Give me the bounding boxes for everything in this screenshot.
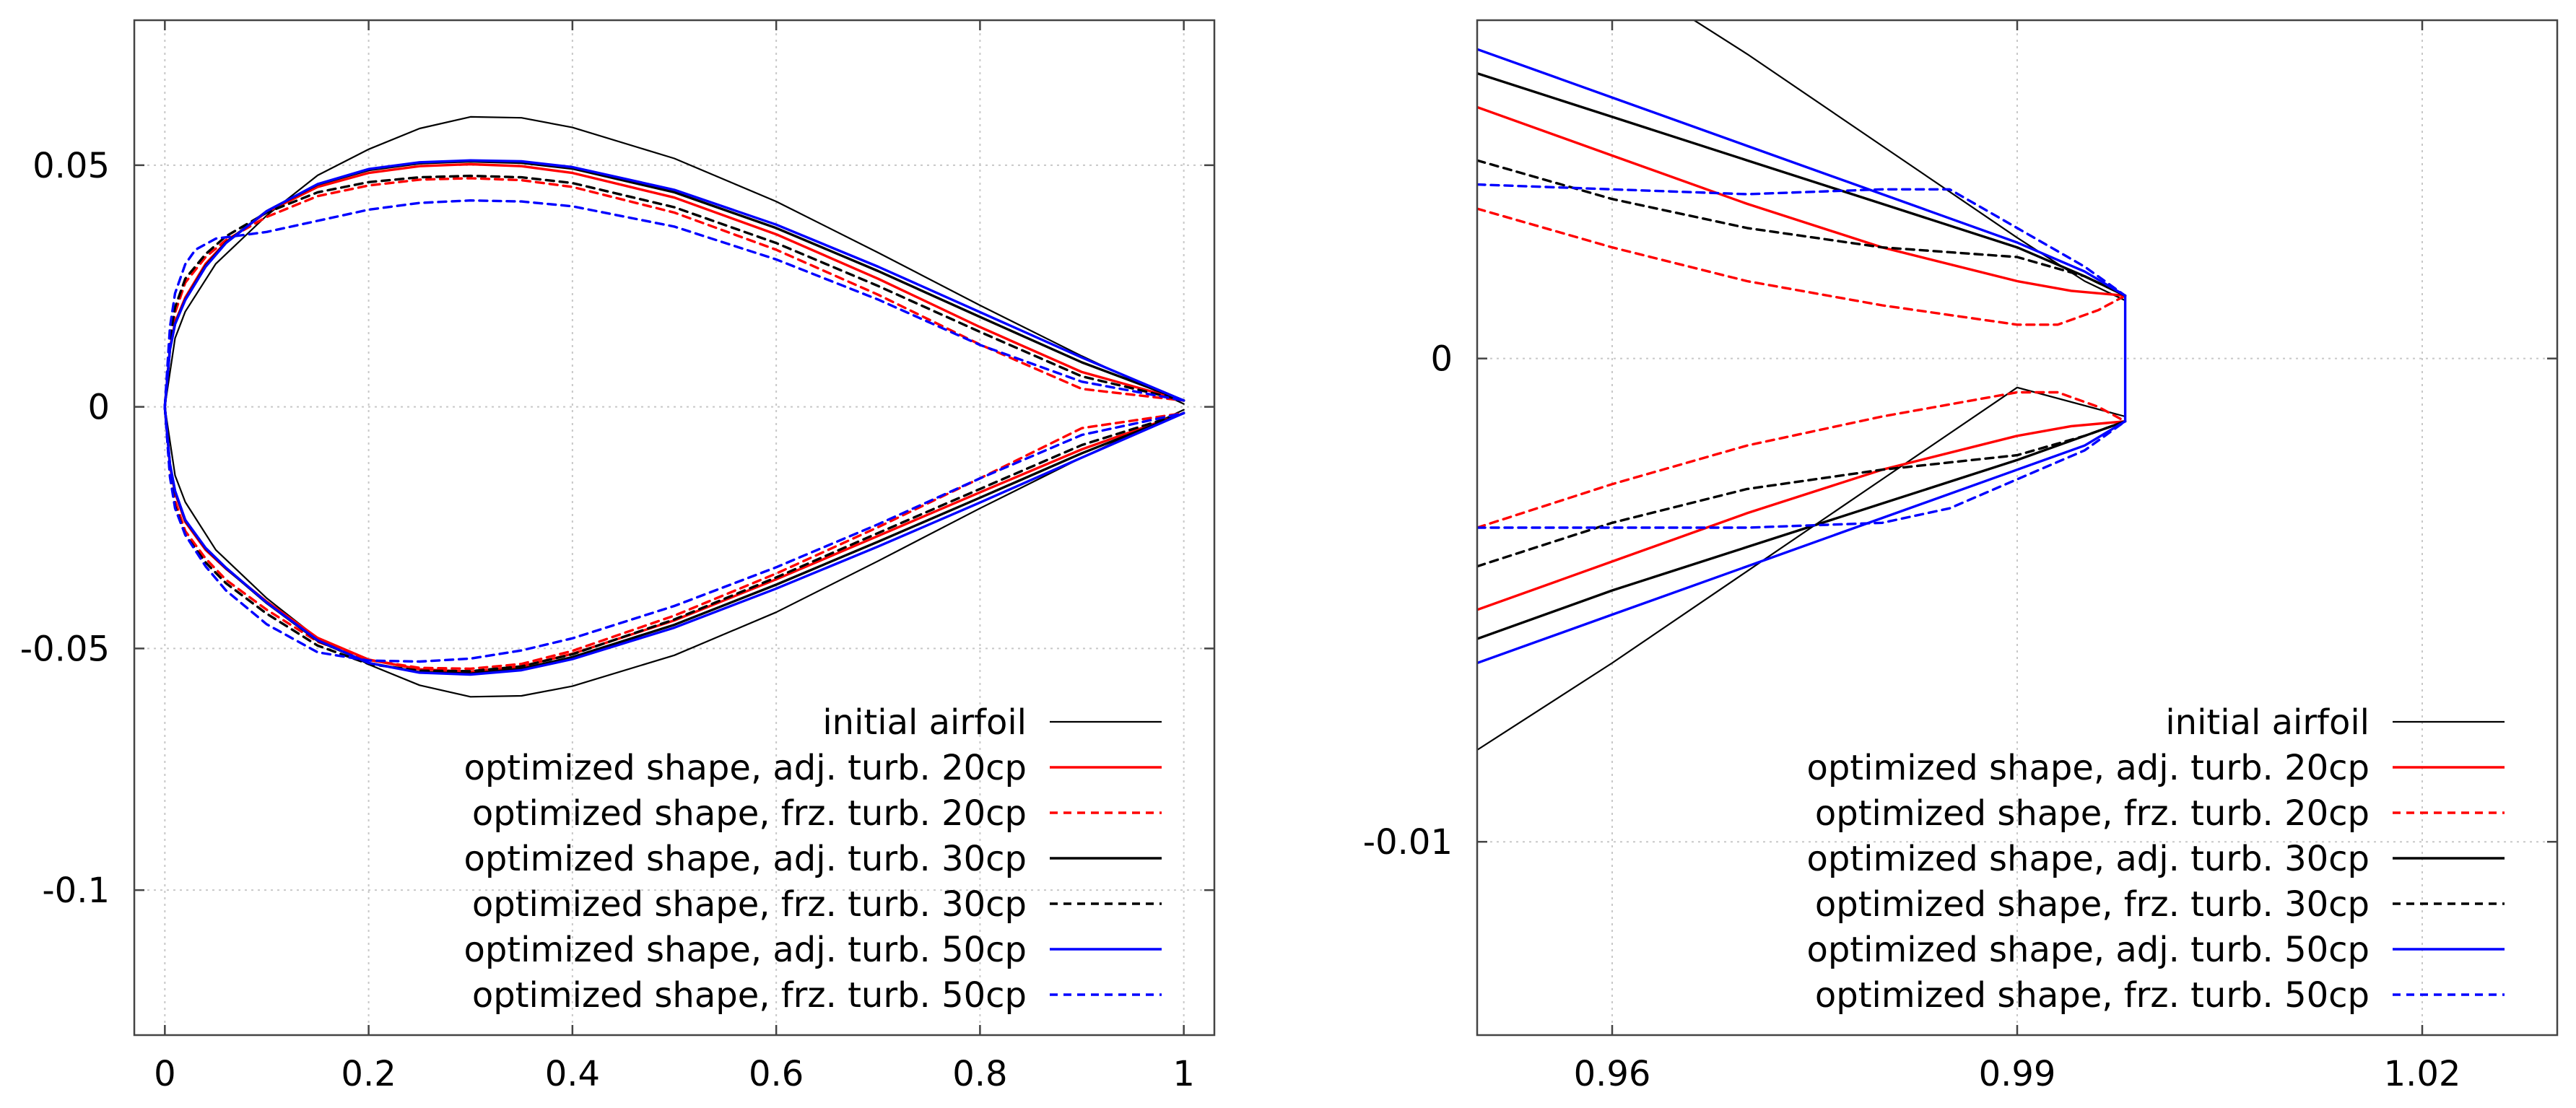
y-tick-label-0-05: 0.05 — [32, 146, 110, 186]
legend-label-optimized-shape-adj-turb-30cp: optimized shape, adj. turb. 30cp — [464, 839, 1027, 879]
series-optimized-shape-frz-turb-50cp-upper-surface — [163, 199, 1185, 409]
series-initial-airfoil-upper-surface — [164, 115, 1185, 408]
series-optimized-shape-frz-turb-30cp-upper-surface — [1477, 159, 2127, 297]
legend-label-optimized-shape-frz-turb-20cp: optimized shape, frz. turb. 20cp — [472, 793, 1027, 834]
series-optimized-shape-frz-turb-20cp-upper-surface — [163, 177, 1185, 409]
legend-label-optimized-shape-adj-turb-20cp: optimized shape, adj. turb. 20cp — [1806, 748, 2370, 788]
series-curves — [1477, 20, 2127, 751]
series-optimized-shape-adj-turb-50cp-upper-surface — [1477, 48, 2127, 297]
x-tick-label-0-8: 0.8 — [952, 1054, 1007, 1094]
series-optimized-shape-adj-turb-50cp-lower-surface — [163, 405, 1185, 676]
legend-label-optimized-shape-frz-turb-50cp: optimized shape, frz. turb. 50cp — [1815, 975, 2370, 1016]
legend-label-initial-airfoil: initial airfoil — [822, 702, 1027, 743]
series-optimized-shape-frz-turb-30cp-upper-surface — [163, 174, 1185, 409]
legend-label-optimized-shape-adj-turb-50cp: optimized shape, adj. turb. 50cp — [464, 930, 1027, 970]
legend-label-optimized-shape-frz-turb-50cp: optimized shape, frz. turb. 50cp — [472, 975, 1027, 1016]
series-initial-airfoil-upper-surface — [1692, 20, 2126, 302]
y-tick-label-0: 0 — [87, 388, 110, 428]
legend-label-optimized-shape-frz-turb-30cp: optimized shape, frz. turb. 30cp — [472, 884, 1027, 925]
legend-label-optimized-shape-adj-turb-30cp: optimized shape, adj. turb. 30cp — [1806, 839, 2370, 879]
legend-label-optimized-shape-frz-turb-20cp: optimized shape, frz. turb. 20cp — [1815, 793, 2370, 834]
series-optimized-shape-frz-turb-20cp-upper-surface — [1477, 207, 2127, 326]
series-initial-airfoil-lower-surface — [164, 406, 1185, 698]
legend-label-optimized-shape-adj-turb-50cp: optimized shape, adj. turb. 50cp — [1806, 930, 2370, 970]
x-tick-label-0-6: 0.6 — [749, 1054, 804, 1094]
series-optimized-shape-frz-turb-30cp-lower-surface — [1477, 420, 2127, 568]
x-tick-label-1: 1 — [1172, 1054, 1195, 1094]
series-optimized-shape-frz-turb-20cp-lower-surface — [1477, 391, 2127, 529]
x-tick-label-0-99: 0.99 — [1979, 1054, 2056, 1094]
series-optimized-shape-frz-turb-50cp-lower-surface — [163, 405, 1185, 663]
legend-label-initial-airfoil: initial airfoil — [2165, 702, 2370, 743]
series-curves — [163, 115, 1185, 698]
series-optimized-shape-frz-turb-20cp-lower-surface — [163, 405, 1185, 671]
x-tick-label-0-2: 0.2 — [341, 1054, 396, 1094]
series-optimized-shape-adj-turb-50cp-upper-surface — [163, 159, 1185, 409]
y-tick-label-0-05: -0.05 — [20, 629, 110, 669]
series-optimized-shape-frz-turb-50cp-lower-surface — [1477, 420, 2127, 529]
x-tick-label-0: 0 — [154, 1054, 176, 1094]
plot-frame — [133, 19, 1216, 1037]
legend: initial airfoil optimized shape, adj. tur… — [464, 702, 1162, 1016]
x-tick-label-1-02: 1.02 — [2384, 1054, 2461, 1094]
y-tick-label-0: 0 — [1430, 339, 1453, 380]
legend-label-optimized-shape-frz-turb-30cp: optimized shape, frz. turb. 30cp — [1815, 884, 2370, 925]
legend-label-optimized-shape-adj-turb-20cp: optimized shape, adj. turb. 20cp — [464, 748, 1027, 788]
y-tick-label-0-01: -0.01 — [1363, 822, 1453, 863]
full-airfoil-plot: 0 0.2 0.4 0.6 0.8 1 0.05 0 -0.05 -0.1 initial airf… — [20, 19, 1216, 1094]
series-optimized-shape-adj-turb-50cp-lower-surface — [1477, 420, 2127, 665]
x-tick-label-0-96: 0.96 — [1574, 1054, 1651, 1094]
trailing-edge-zoom-plot: 0.96 0.99 1.02 0 -0.01 initial airfoil optimiz… — [1363, 19, 2559, 1094]
series-optimized-shape-frz-turb-50cp-upper-surface — [1477, 183, 2127, 297]
y-tick-label-0-1: -0.1 — [42, 871, 110, 911]
x-tick-label-0-4: 0.4 — [545, 1054, 600, 1094]
legend: initial airfoil optimized shape, adj. tur… — [1806, 702, 2505, 1016]
